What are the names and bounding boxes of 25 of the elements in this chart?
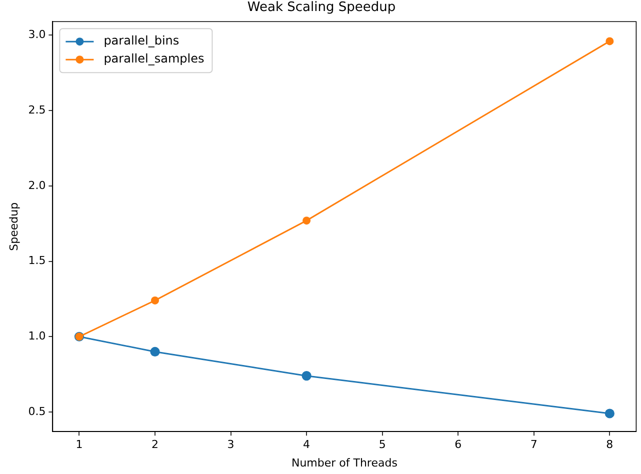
x-tick-label: 3 [227,438,234,452]
x-tick-label: 8 [606,438,614,452]
x-tick-label: 2 [151,438,158,452]
y-tick-label: 2.5 [28,103,46,116]
x-tick-label: 1 [76,438,83,452]
chart-title: Weak Scaling Speedup [247,0,396,16]
point [604,408,614,418]
x-tick-label: 6 [454,438,462,452]
y-axis-title: Speedup [7,202,20,251]
point [150,296,159,304]
point [302,216,311,225]
x-tick-label: 7 [530,438,538,452]
legend-label: parallel_bins [104,34,180,48]
y-tick-label: 3.0 [28,28,46,42]
y-tick-label: 1.0 [28,329,46,342]
y-tick-label: 0.5 [28,404,46,418]
x-axis-title: Number of Threads [291,456,398,470]
point [150,346,160,357]
x-tick-label: 5 [378,438,386,452]
legend-label: parallel_samples [104,52,204,66]
point [606,37,614,46]
y-tick-label: 1.5 [28,254,46,268]
y-tick-label: 2.0 [28,178,46,192]
x-tick-label: 4 [303,438,310,452]
point [302,371,312,381]
